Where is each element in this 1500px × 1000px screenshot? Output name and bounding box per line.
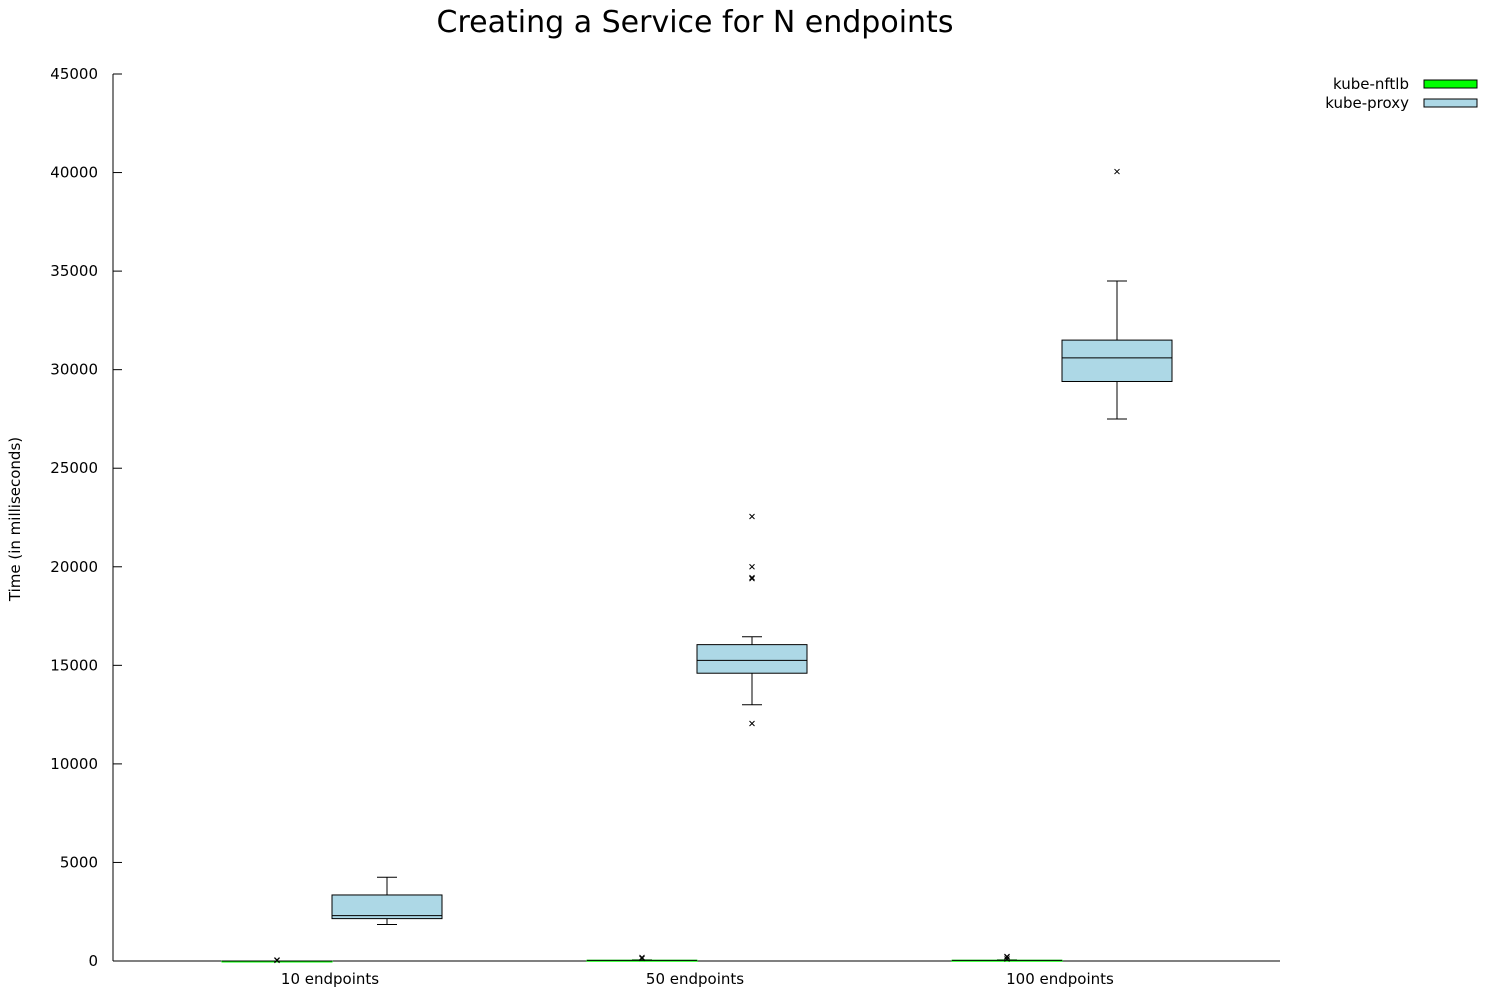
legend-swatch	[1423, 98, 1478, 108]
x-axis-ticks: 10 endpoints 50 endpoints 100 endpoints	[281, 970, 1114, 988]
y-axis-ticks: 0 5000 10000 15000 20000 25000 30000 35000 40000…	[50, 65, 122, 970]
y-tick-label: 20000	[50, 558, 98, 576]
x-tick-label: 50 endpoints	[646, 970, 744, 988]
y-tick-label: 10000	[50, 755, 98, 773]
box	[586, 954, 698, 962]
box-body	[331, 894, 443, 920]
series-kube-nftlb	[221, 953, 1063, 964]
outlier-point	[274, 957, 280, 963]
chart-title: Creating a Service for N endpoints	[437, 5, 954, 40]
series-kube-proxy	[331, 168, 1173, 926]
outlier-point	[749, 513, 755, 520]
outlier-point	[639, 955, 645, 962]
y-tick-label: 5000	[60, 853, 98, 871]
box	[331, 876, 443, 926]
box	[696, 513, 808, 727]
y-tick-label: 15000	[50, 656, 98, 674]
box	[1061, 168, 1173, 420]
y-axis-title: Time (in milliseconds)	[6, 437, 24, 602]
y-tick-label: 30000	[50, 361, 98, 379]
outlier-point	[749, 720, 755, 727]
outlier-point	[749, 574, 755, 581]
x-tick-label: 100 endpoints	[1006, 970, 1114, 988]
box-body	[1061, 339, 1173, 382]
box	[221, 957, 333, 964]
box-series	[221, 168, 1173, 964]
y-tick-label: 40000	[50, 164, 98, 182]
box	[951, 953, 1063, 962]
y-tick-label: 25000	[50, 459, 98, 477]
legend-label: kube-nftlb	[1333, 75, 1409, 93]
outlier-point	[749, 563, 755, 570]
outlier-point	[639, 954, 645, 961]
y-tick-label: 35000	[50, 262, 98, 280]
outlier-point	[1114, 168, 1120, 175]
legend-swatch	[1423, 79, 1478, 89]
box-body	[696, 644, 808, 674]
y-tick-label: 0	[88, 952, 98, 970]
x-tick-label: 10 endpoints	[281, 970, 379, 988]
axes	[112, 74, 1280, 962]
outlier-point	[1004, 956, 1010, 962]
y-tick-label: 45000	[50, 65, 98, 83]
outlier-point	[749, 575, 755, 582]
legend-label: kube-proxy	[1325, 94, 1409, 112]
outlier-point	[1004, 953, 1010, 960]
